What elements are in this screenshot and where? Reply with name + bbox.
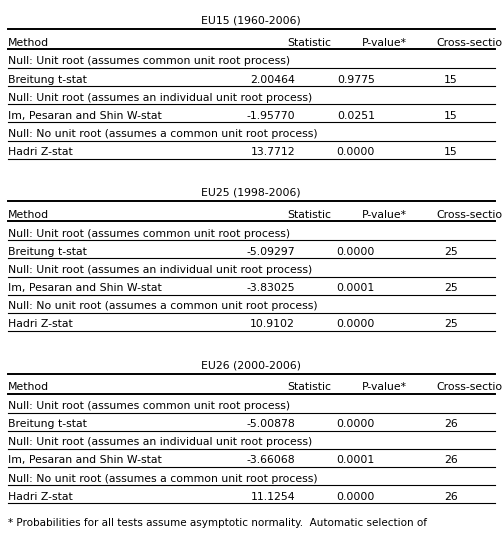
Text: 0.0000: 0.0000 — [337, 247, 375, 257]
Text: -3.66068: -3.66068 — [246, 455, 295, 466]
Text: Statistic: Statistic — [287, 382, 331, 392]
Text: Null: Unit root (assumes an individual unit root process): Null: Unit root (assumes an individual u… — [8, 437, 312, 447]
Text: 10.9102: 10.9102 — [250, 319, 295, 330]
Text: 26: 26 — [444, 419, 458, 429]
Text: 0.0000: 0.0000 — [337, 147, 375, 157]
Text: Method: Method — [8, 382, 49, 392]
Text: 0.0001: 0.0001 — [337, 455, 375, 466]
Text: Cross-sections: Cross-sections — [436, 38, 503, 48]
Text: -1.95770: -1.95770 — [246, 111, 295, 121]
Text: Hadri Z-stat: Hadri Z-stat — [8, 147, 73, 157]
Text: Cross-sections: Cross-sections — [436, 382, 503, 392]
Text: Im, Pesaran and Shin W-stat: Im, Pesaran and Shin W-stat — [8, 283, 162, 293]
Text: EU26 (2000-2006): EU26 (2000-2006) — [201, 360, 301, 370]
Text: 2.00464: 2.00464 — [250, 74, 295, 84]
Text: Cross-sections: Cross-sections — [436, 210, 503, 220]
Text: Breitung t-stat: Breitung t-stat — [8, 247, 87, 257]
Text: Breitung t-stat: Breitung t-stat — [8, 419, 87, 429]
Text: Im, Pesaran and Shin W-stat: Im, Pesaran and Shin W-stat — [8, 455, 162, 466]
Text: Method: Method — [8, 38, 49, 48]
Text: 15: 15 — [444, 111, 458, 121]
Text: EU25 (1998-2006): EU25 (1998-2006) — [201, 188, 301, 198]
Text: 0.0000: 0.0000 — [337, 419, 375, 429]
Text: 0.0001: 0.0001 — [337, 283, 375, 293]
Text: 11.1254: 11.1254 — [250, 492, 295, 502]
Text: -5.00878: -5.00878 — [246, 419, 295, 429]
Text: 25: 25 — [444, 247, 458, 257]
Text: Null: No unit root (assumes a common unit root process): Null: No unit root (assumes a common uni… — [8, 301, 317, 311]
Text: Statistic: Statistic — [287, 210, 331, 220]
Text: Method: Method — [8, 210, 49, 220]
Text: 25: 25 — [444, 319, 458, 330]
Text: Null: Unit root (assumes common unit root process): Null: Unit root (assumes common unit roo… — [8, 401, 290, 411]
Text: EU15 (1960-2006): EU15 (1960-2006) — [201, 16, 301, 26]
Text: 0.0000: 0.0000 — [337, 492, 375, 502]
Text: P-value*: P-value* — [362, 210, 407, 220]
Text: Null: No unit root (assumes a common unit root process): Null: No unit root (assumes a common uni… — [8, 473, 317, 483]
Text: Breitung t-stat: Breitung t-stat — [8, 74, 87, 84]
Text: Statistic: Statistic — [287, 38, 331, 48]
Text: Hadri Z-stat: Hadri Z-stat — [8, 319, 73, 330]
Text: 15: 15 — [444, 147, 458, 157]
Text: Null: Unit root (assumes common unit root process): Null: Unit root (assumes common unit roo… — [8, 57, 290, 67]
Text: Null: Unit root (assumes an individual unit root process): Null: Unit root (assumes an individual u… — [8, 265, 312, 275]
Text: -3.83025: -3.83025 — [246, 283, 295, 293]
Text: Null: No unit root (assumes a common unit root process): Null: No unit root (assumes a common uni… — [8, 129, 317, 139]
Text: 15: 15 — [444, 74, 458, 84]
Text: * Probabilities for all tests assume asymptotic normality.  Automatic selection : * Probabilities for all tests assume asy… — [8, 518, 427, 528]
Text: 25: 25 — [444, 283, 458, 293]
Text: Null: Unit root (assumes an individual unit root process): Null: Unit root (assumes an individual u… — [8, 93, 312, 103]
Text: 26: 26 — [444, 455, 458, 466]
Text: 13.7712: 13.7712 — [250, 147, 295, 157]
Text: Null: Unit root (assumes common unit root process): Null: Unit root (assumes common unit roo… — [8, 229, 290, 239]
Text: 0.0000: 0.0000 — [337, 319, 375, 330]
Text: 26: 26 — [444, 492, 458, 502]
Text: 0.9775: 0.9775 — [337, 74, 375, 84]
Text: Hadri Z-stat: Hadri Z-stat — [8, 492, 73, 502]
Text: -5.09297: -5.09297 — [246, 247, 295, 257]
Text: P-value*: P-value* — [362, 382, 407, 392]
Text: 0.0251: 0.0251 — [337, 111, 375, 121]
Text: Im, Pesaran and Shin W-stat: Im, Pesaran and Shin W-stat — [8, 111, 162, 121]
Text: P-value*: P-value* — [362, 38, 407, 48]
